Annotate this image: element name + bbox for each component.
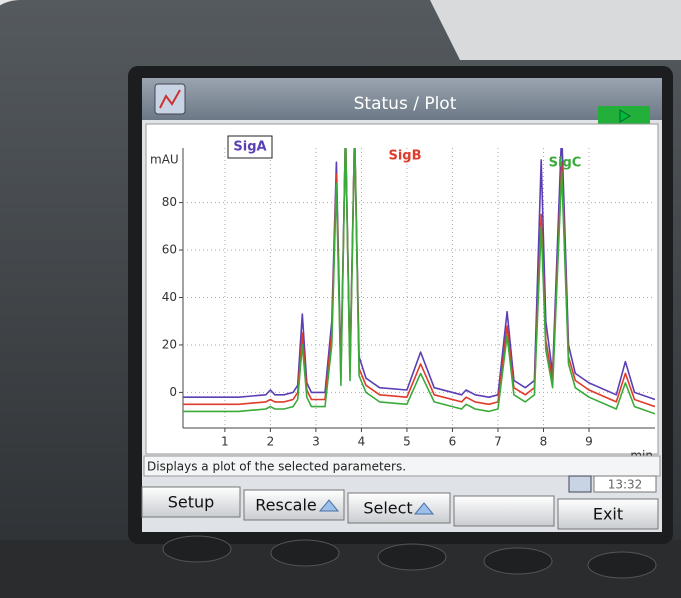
status-icon (569, 476, 591, 492)
y-tick-label: 0 (169, 385, 177, 399)
y-tick-label: 40 (162, 290, 177, 304)
softkey-label: Rescale (255, 496, 316, 515)
x-tick-label: 5 (403, 435, 411, 449)
x-tick-label: 7 (494, 435, 502, 449)
screen-title: Status / Plot (354, 94, 457, 114)
y-tick-label: 80 (162, 195, 177, 209)
status-text: Displays a plot of the selected paramete… (147, 460, 406, 474)
x-tick-label: 2 (267, 435, 275, 449)
softkey[interactable] (454, 496, 554, 526)
y-tick-label: 60 (162, 243, 177, 257)
y-tick-label: 20 (162, 337, 177, 351)
page: {"screen": {"title": "Status / Plot", "s… (0, 0, 681, 598)
legend-label: SigA (233, 140, 266, 155)
softkey-label: Select (363, 499, 412, 518)
hardware-key[interactable] (271, 540, 339, 566)
softkey-label: Exit (593, 505, 623, 524)
x-tick-label: 6 (449, 435, 457, 449)
hardware-key[interactable] (588, 552, 656, 578)
softkey-label: Setup (168, 493, 215, 512)
hardware-key[interactable] (484, 548, 552, 574)
y-axis-label: mAU (150, 153, 179, 167)
legend-label: SigB (388, 149, 421, 164)
x-tick-label: 9 (585, 435, 593, 449)
device-screenshot: Status / Plot 020406080123456789mAUminSi… (0, 0, 681, 598)
x-tick-label: 1 (221, 435, 229, 449)
plot-icon[interactable] (155, 84, 185, 114)
x-tick-label: 8 (540, 435, 548, 449)
device-bottom (0, 540, 681, 598)
hardware-key[interactable] (378, 544, 446, 570)
x-tick-label: 3 (312, 435, 320, 449)
device-top-edge (430, 0, 681, 60)
clock: 13:32 (608, 478, 643, 492)
hardware-key[interactable] (163, 536, 231, 562)
legend-label: SigC (549, 156, 582, 171)
x-tick-label: 4 (358, 435, 366, 449)
